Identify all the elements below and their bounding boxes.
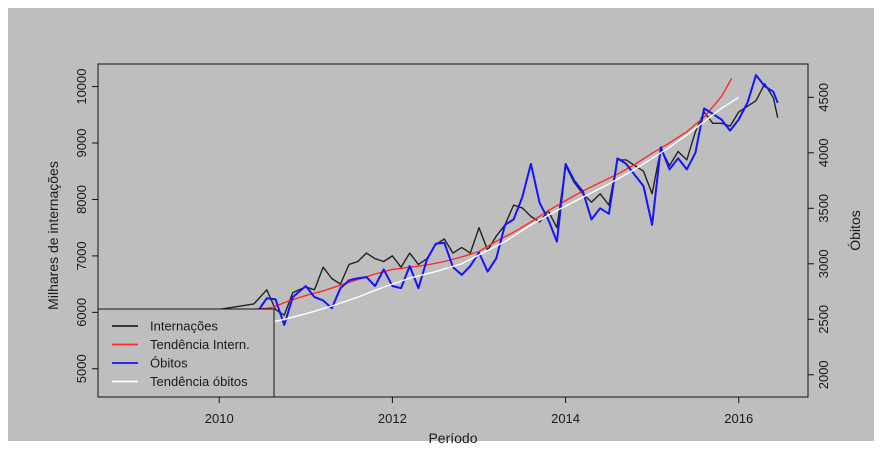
y-right-tick-label: 4000 <box>816 138 831 167</box>
axes-layer: 2010 2012 2014 2016 5000 6000 7000 8000 9000 1000… <box>74 68 831 426</box>
y-left-tick-label: 6000 <box>74 298 89 327</box>
x-tick-label: 2012 <box>378 411 407 426</box>
y-left-tick-label: 10000 <box>74 68 89 104</box>
y-left-tick-label: 9000 <box>74 129 89 158</box>
series-line-3 <box>132 96 740 337</box>
y-axis-left-title: Milhares de internações <box>45 161 61 310</box>
x-tick-label: 2010 <box>205 411 234 426</box>
y-right-tick-label: 2500 <box>816 305 831 334</box>
y-left-tick-label: 7000 <box>74 241 89 270</box>
series-line-2 <box>132 74 779 337</box>
legend: Internações Tendência Intern. Óbitos Tendên… <box>97 308 275 398</box>
x-tick-label: 2014 <box>551 411 580 426</box>
plot-area <box>97 63 809 398</box>
legend-label: Óbitos <box>150 356 188 371</box>
y-right-tick-label: 4500 <box>816 83 831 112</box>
y-left-tick-label: 8000 <box>74 185 89 214</box>
y-left-tick-label: 5000 <box>74 354 89 383</box>
legend-label: Tendência óbitos <box>150 374 248 389</box>
x-tick-label: 2016 <box>724 411 753 426</box>
series-layer <box>132 74 779 337</box>
y-right-tick-label: 2000 <box>816 360 831 389</box>
x-axis-title: Período <box>428 430 477 446</box>
y-right-tick-label: 3500 <box>816 194 831 223</box>
legend-label: Internações <box>150 319 218 334</box>
y-right-tick-label: 3000 <box>816 249 831 278</box>
legend-label: Tendência Intern. <box>150 337 250 352</box>
y-axis-right-title: Óbitos <box>847 210 863 250</box>
plot-frame <box>97 63 809 398</box>
